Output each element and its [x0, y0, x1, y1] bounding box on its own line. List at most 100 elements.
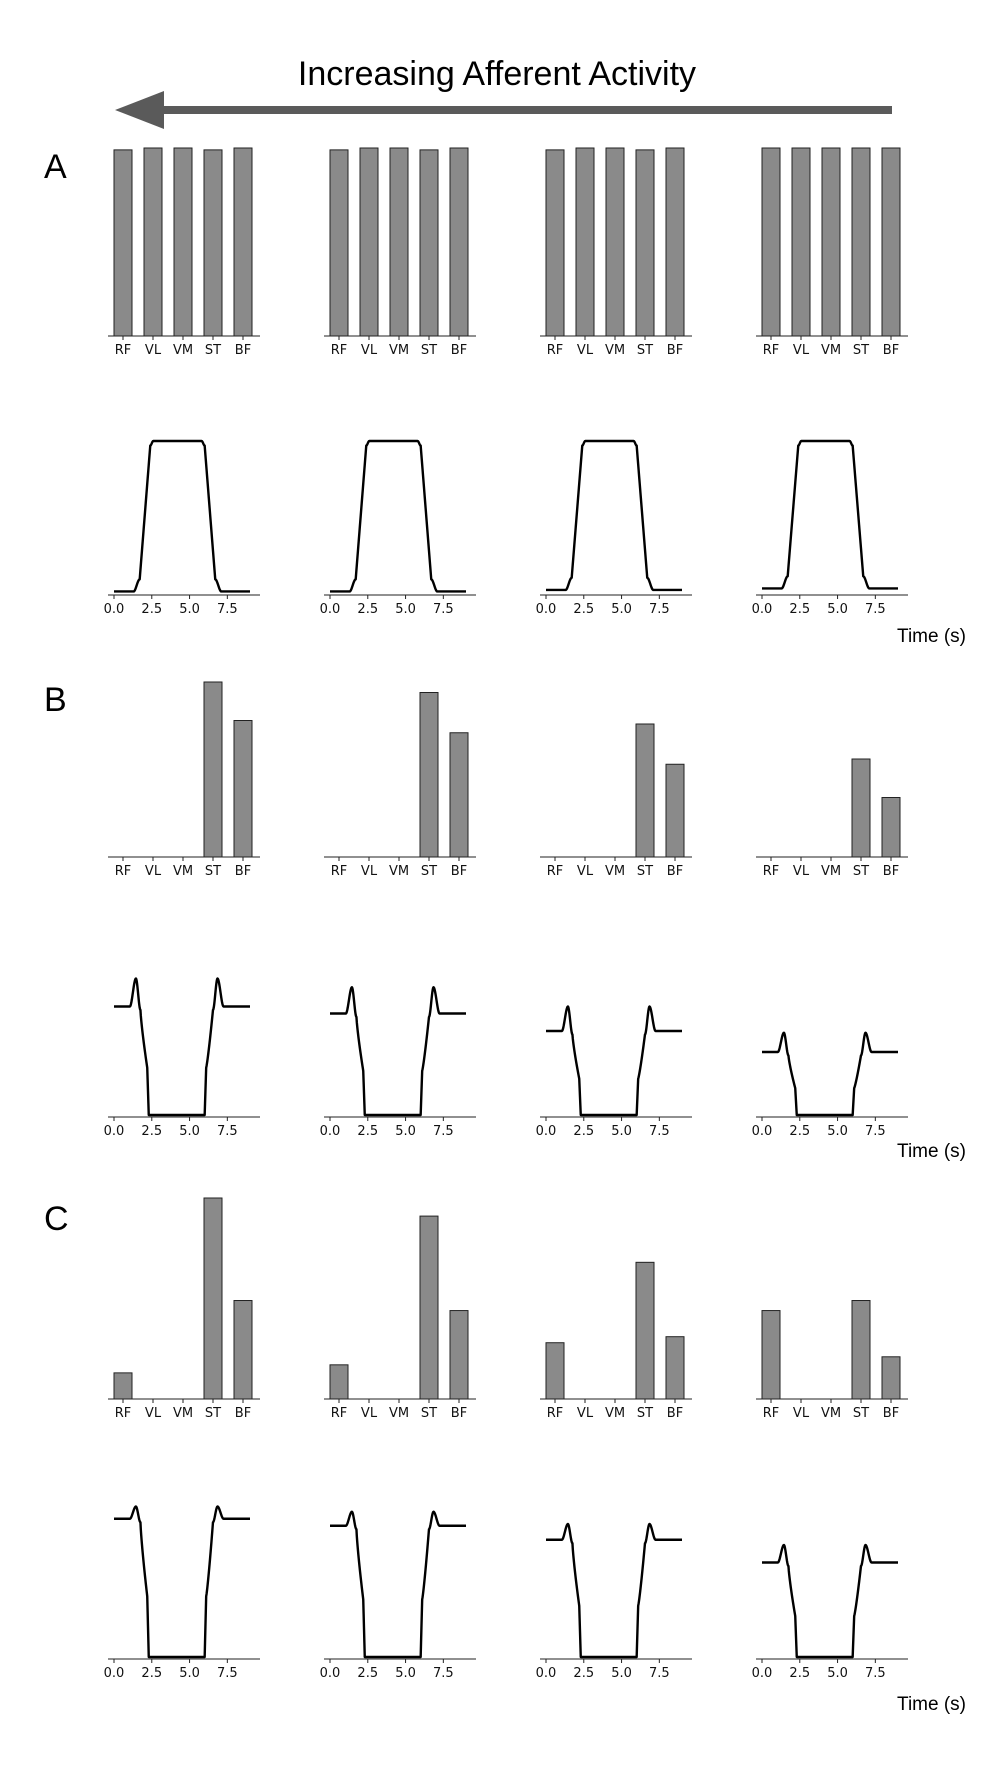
trace-line — [761, 439, 899, 590]
time-axis-label: Time (s) — [897, 626, 966, 647]
tick-label: VL — [793, 864, 810, 879]
bar-vl — [359, 147, 379, 337]
trace-line — [113, 1505, 251, 1659]
tick-label: 0.0 — [752, 1666, 773, 1681]
bar-bf — [233, 147, 253, 337]
tick-label: BF — [883, 864, 899, 879]
trace-line — [545, 1522, 683, 1659]
trace-chart-c-4: 0.0 2.5 5.0 7.5 — [752, 1543, 908, 1681]
bar-rf — [329, 1364, 349, 1400]
arrow-head — [115, 91, 164, 129]
bar-st — [203, 681, 223, 858]
trace-line — [113, 439, 251, 593]
bar-bf — [449, 732, 469, 858]
tick-label: ST — [853, 343, 869, 358]
panel-label: A — [44, 148, 67, 186]
tick-label: 5.0 — [611, 602, 632, 617]
tick-label: RF — [547, 1406, 564, 1421]
tick-label: RF — [115, 1406, 132, 1421]
tick-label: BF — [235, 343, 251, 358]
bar-st — [851, 1300, 871, 1400]
tick-label: 0.0 — [752, 602, 773, 617]
time-axis-label: Time (s) — [897, 1694, 966, 1715]
bar-rf — [545, 1342, 565, 1400]
tick-label: RF — [547, 864, 564, 879]
bar-rf — [545, 149, 565, 337]
tick-label: VM — [173, 1406, 193, 1421]
tick-label: ST — [637, 1406, 653, 1421]
panel-c: C RF VL VM ST BF RF VL VM ST BF RF VL VM ST BF RF VL VM ST B… — [44, 1197, 966, 1715]
tick-label: BF — [883, 1406, 899, 1421]
bar-rf — [113, 149, 133, 337]
bar-chart-c-1: RF VL VM ST BF — [108, 1197, 260, 1421]
bar-st — [203, 1197, 223, 1400]
bar-bf — [665, 1336, 685, 1400]
tick-label: 0.0 — [536, 602, 557, 617]
tick-label: RF — [547, 343, 564, 358]
direction-arrow — [115, 91, 892, 129]
bar-chart-c-4: RF VL VM ST BF — [756, 1300, 908, 1421]
bar-vm — [821, 147, 841, 337]
tick-label: 2.5 — [789, 602, 810, 617]
tick-label: 7.5 — [217, 1666, 238, 1681]
bar-chart-a-3: RF VL VM ST BF — [540, 147, 692, 358]
bar-bf — [665, 763, 685, 858]
tick-label: ST — [421, 864, 437, 879]
tick-label: ST — [205, 864, 221, 879]
trace-line — [113, 977, 251, 1117]
tick-label: VL — [361, 343, 378, 358]
tick-label: VL — [145, 343, 162, 358]
bar-rf — [329, 149, 349, 337]
tick-label: 5.0 — [827, 602, 848, 617]
bar-bf — [233, 1300, 253, 1400]
tick-label: RF — [115, 343, 132, 358]
bar-rf — [113, 1372, 133, 1400]
tick-label: BF — [883, 343, 899, 358]
bar-rf — [761, 1310, 781, 1400]
trace-chart-b-1: 0.0 2.5 5.0 7.5 — [104, 977, 260, 1139]
tick-label: VM — [821, 1406, 841, 1421]
tick-label: 5.0 — [395, 602, 416, 617]
bar-chart-a-2: RF VL VM ST BF — [324, 147, 476, 358]
bar-chart-c-2: RF VL VM ST BF — [324, 1215, 476, 1421]
bar-st — [635, 149, 655, 337]
trace-chart-c-2: 0.0 2.5 5.0 7.5 — [320, 1510, 476, 1681]
trace-chart-a-1: 0.0 2.5 5.0 7.5 — [104, 439, 260, 617]
tick-label: 0.0 — [320, 1666, 341, 1681]
tick-label: ST — [205, 1406, 221, 1421]
tick-label: VM — [389, 343, 409, 358]
bar-vl — [143, 147, 163, 337]
tick-label: VL — [577, 1406, 594, 1421]
tick-label: BF — [235, 1406, 251, 1421]
tick-label: 7.5 — [865, 1124, 886, 1139]
tick-label: 2.5 — [141, 602, 162, 617]
tick-label: 2.5 — [141, 1666, 162, 1681]
tick-label: 2.5 — [789, 1666, 810, 1681]
tick-label: 2.5 — [357, 602, 378, 617]
trace-chart-b-3: 0.0 2.5 5.0 7.5 — [536, 1005, 692, 1139]
tick-label: ST — [637, 343, 653, 358]
bar-st — [419, 149, 439, 337]
tick-label: VL — [577, 864, 594, 879]
trace-line — [761, 1031, 899, 1117]
bar-st — [851, 147, 871, 337]
tick-label: 2.5 — [789, 1124, 810, 1139]
bar-chart-b-2: RF VL VM ST BF — [324, 692, 476, 879]
tick-label: VL — [361, 1406, 378, 1421]
tick-label: 5.0 — [827, 1124, 848, 1139]
tick-label: RF — [763, 864, 780, 879]
tick-label: 7.5 — [865, 602, 886, 617]
bar-chart-a-1: RF VL VM ST BF — [108, 147, 260, 358]
tick-label: 0.0 — [752, 1124, 773, 1139]
tick-label: VM — [389, 864, 409, 879]
tick-label: 0.0 — [320, 1124, 341, 1139]
panel-label: B — [44, 681, 67, 719]
tick-label: RF — [763, 1406, 780, 1421]
trace-chart-b-4: 0.0 2.5 5.0 7.5 — [752, 1031, 908, 1139]
tick-label: 2.5 — [357, 1666, 378, 1681]
time-axis-label: Time (s) — [897, 1141, 966, 1162]
tick-label: 7.5 — [217, 1124, 238, 1139]
tick-label: VM — [605, 343, 625, 358]
bar-bf — [233, 720, 253, 858]
